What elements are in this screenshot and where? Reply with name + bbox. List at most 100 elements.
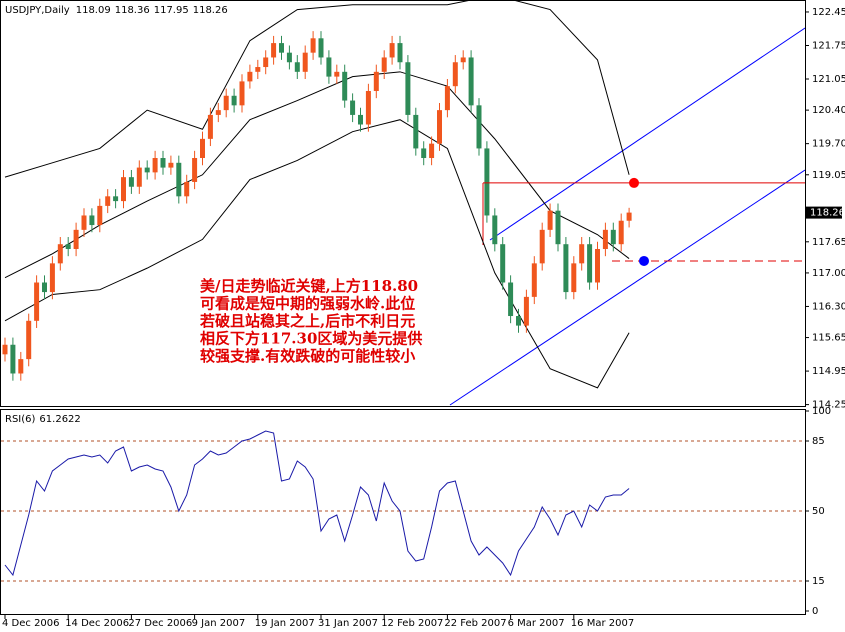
- ohlc-open: 118.09: [76, 5, 111, 16]
- candle-body: [626, 212, 632, 221]
- candle-body: [539, 229, 545, 264]
- candle-body: [302, 52, 308, 72]
- x-tick-label: 22 Feb 2007: [444, 618, 506, 629]
- candle-body: [587, 244, 593, 283]
- candle-body: [460, 57, 466, 63]
- candle-body: [255, 67, 261, 72]
- candle-body: [144, 167, 150, 173]
- y-tick-label: 115.65: [812, 333, 845, 344]
- price-label-box: [806, 206, 842, 219]
- candle-body: [444, 86, 450, 111]
- candle-body: [89, 215, 95, 226]
- candle-body: [113, 196, 119, 202]
- candle-body: [389, 43, 395, 58]
- x-tick-label: 14 Dec 2006: [65, 618, 129, 629]
- symbol: USDJPY,Daily: [5, 5, 70, 16]
- y-tick-label: 119.70: [812, 139, 845, 150]
- candle-body: [563, 244, 569, 293]
- candle-body: [429, 143, 435, 159]
- candle-body: [358, 114, 363, 125]
- candle-body: [523, 296, 529, 326]
- candle-body: [18, 359, 24, 374]
- candle-body: [34, 282, 40, 321]
- ohlc-high: 118.36: [115, 5, 150, 16]
- band-lower: [4, 119, 630, 389]
- candle-body: [508, 282, 514, 317]
- candle-body: [65, 244, 71, 249]
- y-tick-label: 122.45: [812, 7, 845, 18]
- candle-body: [500, 244, 506, 283]
- candle-body: [350, 100, 356, 115]
- candle-body: [618, 220, 624, 245]
- candle-body: [294, 62, 300, 72]
- candle-body: [571, 263, 577, 293]
- candle-body: [271, 43, 277, 58]
- candle-body: [231, 95, 237, 106]
- candle-body: [602, 229, 608, 249]
- candle-body: [286, 52, 292, 63]
- ohlc-low: 117.95: [154, 5, 189, 16]
- candle-body: [279, 43, 284, 53]
- candle-body: [57, 244, 63, 264]
- rsi-plot: [1, 430, 805, 582]
- candle-body: [97, 205, 103, 226]
- candle-body: [555, 210, 561, 245]
- x-tick-label: 27 Dec 2006: [128, 618, 192, 629]
- candle-body: [484, 148, 490, 216]
- candle-body: [531, 263, 537, 297]
- y-tick-label: 120.40: [812, 105, 845, 116]
- annotation: 美/日走势临近关键,上方118.80: [200, 277, 418, 295]
- price-label: 118.26: [810, 208, 845, 219]
- y-tick-label: 0: [812, 606, 818, 617]
- candle-body: [365, 90, 371, 125]
- main-plot: [2, 0, 805, 406]
- candle-body: [121, 177, 126, 202]
- y-tick-label: 121.75: [812, 40, 845, 51]
- candle-body: [595, 248, 600, 283]
- candle-body: [373, 71, 379, 91]
- candle-body: [200, 138, 205, 159]
- candle-body: [73, 229, 79, 249]
- candle-body: [42, 282, 47, 293]
- rsi-frame: [0, 409, 806, 615]
- candle-body: [215, 110, 221, 115]
- candle-body: [239, 81, 245, 106]
- candle-body: [184, 181, 190, 197]
- y-tick-label: 100: [812, 406, 831, 417]
- candle-body: [160, 158, 166, 168]
- candle-body: [207, 114, 213, 139]
- candle-body: [152, 158, 158, 173]
- rsi-title: RSI(6) 61.2622: [5, 414, 81, 425]
- x-tick-label: 4 Dec 2006: [2, 618, 60, 629]
- candle-body: [397, 43, 403, 63]
- candle-body: [468, 57, 474, 106]
- x-tick-label: 12 Feb 2007: [381, 618, 443, 629]
- band-upper: [4, 0, 630, 178]
- y-tick-label: 114.95: [812, 366, 845, 377]
- rsi-name: RSI(6): [5, 414, 36, 425]
- y-tick-label: 114.25: [812, 400, 845, 411]
- x-tick-label: 9 Jan 2007: [192, 618, 246, 629]
- candle-body: [10, 344, 16, 374]
- candle-body: [26, 320, 32, 360]
- candle-body: [310, 38, 316, 53]
- candle-body: [579, 244, 585, 264]
- x-tick-label: 16 Mar 2007: [571, 618, 634, 629]
- level-dot: [629, 177, 639, 188]
- candle-body: [413, 114, 419, 149]
- y-tick-label: 15: [812, 576, 825, 587]
- y-tick-label: 117.65: [812, 237, 845, 248]
- y-tick-label: 85: [812, 436, 825, 447]
- candle-body: [128, 177, 134, 187]
- y-tick-label: 119.05: [812, 170, 845, 181]
- channel-lower: [449, 169, 805, 406]
- level-dot: [639, 255, 649, 266]
- candle-body: [2, 344, 8, 355]
- candle-body: [263, 57, 269, 68]
- main-frame: [0, 0, 806, 407]
- candle-body: [437, 110, 442, 144]
- x-tick-label: 19 Jan 2007: [255, 618, 315, 629]
- candle-body: [49, 263, 55, 293]
- candle-body: [610, 229, 616, 245]
- candle-body: [342, 71, 348, 101]
